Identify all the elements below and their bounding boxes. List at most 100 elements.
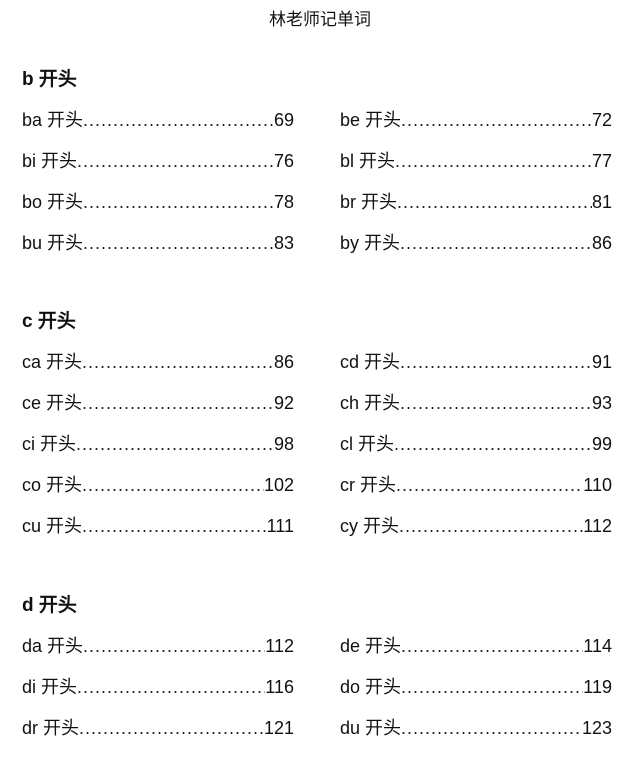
entry-label: br 开头 xyxy=(340,192,398,212)
dot-leader xyxy=(82,342,274,383)
section-heading: d 开头 xyxy=(22,595,77,616)
toc-entry[interactable]: ca 开头 86 xyxy=(22,342,294,383)
toc-entry[interactable]: ci 开头 98 xyxy=(22,424,294,465)
toc-entry[interactable]: ce 开头 92 xyxy=(22,383,294,424)
toc-row: ba 开头 69 be 开头 72 xyxy=(22,100,622,141)
toc-entry[interactable]: cl 开头 99 xyxy=(340,424,612,465)
toc-entry[interactable]: cy 开头 112 xyxy=(340,506,612,547)
entry-page-number: 72 xyxy=(591,110,612,130)
entry-label: du 开头 xyxy=(340,718,402,738)
toc-entry[interactable]: di 开头 116 xyxy=(22,667,294,708)
document-title: 林老师记单词 xyxy=(269,10,371,29)
dot-leader xyxy=(82,506,267,547)
entry-page-number: 93 xyxy=(591,393,612,413)
entry-page-number: 86 xyxy=(591,233,612,253)
entry-label: cd 开头 xyxy=(340,352,401,372)
entry-label: de 开头 xyxy=(340,636,402,656)
toc-entry[interactable]: do 开头 119 xyxy=(340,667,612,708)
entry-page-number: 99 xyxy=(591,434,612,454)
dot-leader xyxy=(396,465,583,506)
entry-label: be 开头 xyxy=(340,110,402,130)
entry-page-number: 123 xyxy=(581,718,612,738)
entry-label: co 开头 xyxy=(22,475,83,495)
entry-page-number: 83 xyxy=(273,233,294,253)
entry-page-number: 110 xyxy=(583,475,612,495)
entry-label: bl 开头 xyxy=(340,151,396,171)
entry-page-number: 112 xyxy=(583,516,612,536)
dot-leader xyxy=(82,383,274,424)
toc-entry[interactable]: ch 开头 93 xyxy=(340,383,612,424)
dot-leader xyxy=(395,141,592,182)
entry-label: ch 开头 xyxy=(340,393,401,413)
entry-page-number: 69 xyxy=(273,110,294,130)
entry-label: ba 开头 xyxy=(22,110,84,130)
entry-label: cy 开头 xyxy=(340,516,400,536)
toc-row: da 开头 112 de 开头 114 xyxy=(22,626,622,667)
entry-page-number: 121 xyxy=(263,718,294,738)
toc-entry[interactable]: cu 开头 111 xyxy=(22,506,294,547)
entry-label: cl 开头 xyxy=(340,434,394,454)
toc-entry[interactable]: bl 开头 77 xyxy=(340,141,612,182)
dot-leader xyxy=(394,424,592,465)
dot-leader xyxy=(400,223,592,264)
entry-label: bo 开头 xyxy=(22,192,84,212)
toc-section: d 开头 da 开头 112 de 开头 114 di 开头 116 do 开头 119 dr 开… xyxy=(22,586,622,749)
toc-row: di 开头 116 do 开头 119 xyxy=(22,667,622,708)
entry-label: bi 开头 xyxy=(22,151,78,171)
entry-page-number: 111 xyxy=(266,516,294,536)
entry-label: cr 开头 xyxy=(340,475,396,495)
toc-entry[interactable]: dr 开头 121 xyxy=(22,708,294,749)
toc-entry[interactable]: cd 开头 91 xyxy=(340,342,612,383)
entry-label: ci 开头 xyxy=(22,434,76,454)
toc-row: co 开头 102 cr 开头 110 xyxy=(22,465,622,506)
entry-label: ce 开头 xyxy=(22,393,83,413)
dot-leader xyxy=(401,100,592,141)
toc-entry[interactable]: br 开头 81 xyxy=(340,182,612,223)
entry-page-number: 114 xyxy=(583,636,612,656)
toc-entry[interactable]: bu 开头 83 xyxy=(22,223,294,264)
toc-entry[interactable]: co 开头 102 xyxy=(22,465,294,506)
toc-row: ca 开头 86 cd 开头 91 xyxy=(22,342,622,383)
toc-row: bu 开头 83 by 开头 86 xyxy=(22,223,622,264)
section-heading: c 开头 xyxy=(22,311,76,332)
entry-page-number: 86 xyxy=(273,352,294,372)
toc-entry[interactable]: by 开头 86 xyxy=(340,223,612,264)
toc-row: bo 开头 78 br 开头 81 xyxy=(22,182,622,223)
toc-entry[interactable]: bi 开头 76 xyxy=(22,141,294,182)
dot-leader xyxy=(82,465,264,506)
toc-entry[interactable]: be 开头 72 xyxy=(340,100,612,141)
entry-page-number: 77 xyxy=(591,151,612,171)
toc-entry[interactable]: cr 开头 110 xyxy=(340,465,612,506)
entry-label: bu 开头 xyxy=(22,233,84,253)
entry-page-number: 98 xyxy=(273,434,294,454)
toc-entry[interactable]: da 开头 112 xyxy=(22,626,294,667)
toc-row: dr 开头 121 du 开头 123 xyxy=(22,708,622,749)
entry-label: cu 开头 xyxy=(22,516,83,536)
dot-leader xyxy=(83,223,274,264)
toc-row: cu 开头 111 cy 开头 112 xyxy=(22,506,622,547)
entry-label: ca 开头 xyxy=(22,352,83,372)
dot-leader xyxy=(400,342,592,383)
dot-leader xyxy=(397,182,592,223)
entry-label: do 开头 xyxy=(340,677,402,697)
dot-leader xyxy=(83,182,274,223)
entry-page-number: 91 xyxy=(591,352,612,372)
toc-entry[interactable]: du 开头 123 xyxy=(340,708,612,749)
dot-leader xyxy=(83,626,265,667)
toc-row: ci 开头 98 cl 开头 99 xyxy=(22,424,622,465)
dot-leader xyxy=(76,424,274,465)
dot-leader xyxy=(400,383,592,424)
toc-entry[interactable]: ba 开头 69 xyxy=(22,100,294,141)
toc-row: ce 开头 92 ch 开头 93 xyxy=(22,383,622,424)
entry-page-number: 78 xyxy=(273,192,294,212)
entry-page-number: 102 xyxy=(263,475,294,495)
entry-label: da 开头 xyxy=(22,636,84,656)
toc-entry[interactable]: de 开头 114 xyxy=(340,626,612,667)
entry-label: by 开头 xyxy=(340,233,401,253)
toc-entry[interactable]: bo 开头 78 xyxy=(22,182,294,223)
dot-leader xyxy=(399,506,583,547)
entry-page-number: 112 xyxy=(265,636,294,656)
entry-page-number: 116 xyxy=(265,677,294,697)
section-heading: b 开头 xyxy=(22,69,77,90)
